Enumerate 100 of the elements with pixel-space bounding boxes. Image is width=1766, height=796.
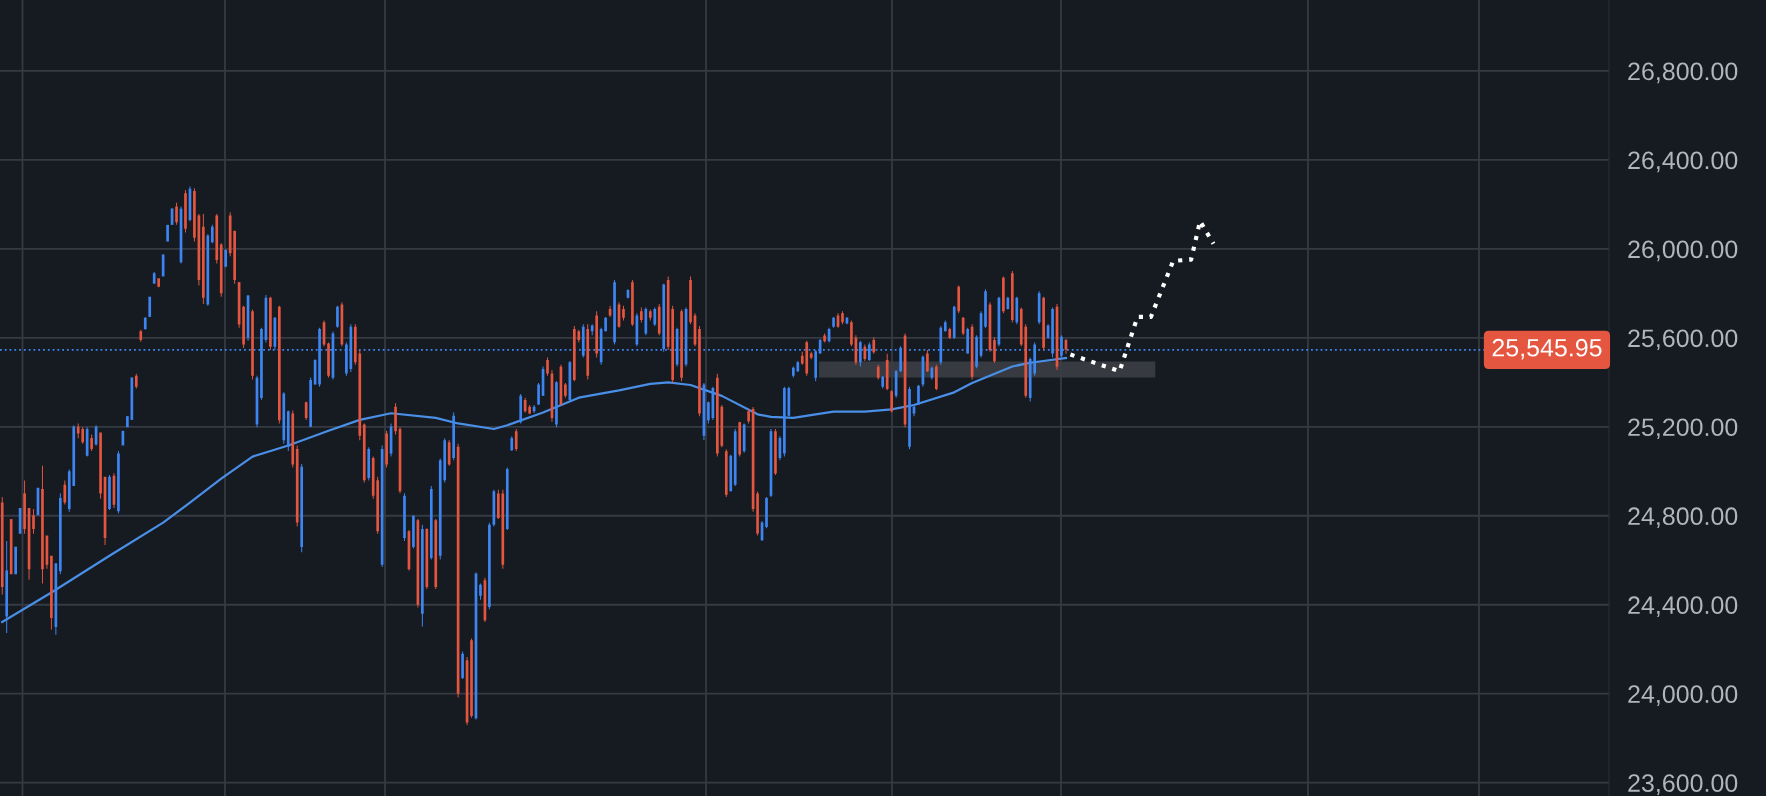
candlestick (421, 524, 424, 627)
candlestick (747, 408, 750, 424)
candlestick (501, 489, 505, 569)
candlestick (117, 451, 120, 514)
candlestick (286, 410, 290, 452)
candlestick (783, 386, 786, 457)
candlestick (572, 326, 576, 382)
candlestick (152, 272, 156, 284)
candlestick (657, 304, 661, 336)
candlestick (193, 188, 196, 242)
candlestick (1042, 296, 1045, 351)
candlestick (5, 541, 9, 633)
candlestick (756, 491, 759, 536)
candlestick (14, 546, 17, 575)
y-tick-label: 25,600.00 (1628, 329, 1738, 351)
candlestick (134, 373, 138, 389)
candlestick (291, 410, 295, 468)
candlestick (362, 423, 366, 483)
candlestick (32, 509, 35, 534)
candlestick (461, 651, 464, 680)
candlestick (447, 439, 451, 466)
candlestick (215, 213, 219, 264)
candlestick (926, 350, 929, 373)
candlestick (210, 224, 214, 244)
candlestick (1015, 296, 1019, 325)
candlestick (23, 480, 26, 534)
candlestick (202, 213, 205, 305)
candlestick (595, 311, 599, 358)
candlestick (881, 375, 885, 389)
candlestick (765, 497, 768, 529)
candlestick (622, 305, 625, 321)
candlestick (823, 333, 826, 343)
candlestick (126, 416, 129, 428)
candlestick (648, 309, 652, 321)
candlestick (796, 360, 800, 373)
candlestick (99, 432, 102, 499)
candlestick (412, 515, 415, 549)
candlestick (546, 357, 549, 376)
candlestick (564, 382, 567, 398)
y-tick-label: 23,600.00 (1628, 774, 1738, 795)
candlestick (224, 248, 228, 268)
candlestick (90, 434, 93, 452)
candlestick (586, 324, 590, 380)
candlestick (729, 454, 733, 492)
candlestick (738, 421, 742, 457)
candlestick (50, 555, 53, 630)
candlestick (631, 280, 634, 327)
candlestick (724, 449, 728, 498)
candlestick (63, 480, 67, 505)
candlestick (809, 351, 813, 360)
candlestick (0, 497, 4, 595)
candlestick (148, 296, 152, 317)
candlestick (523, 397, 527, 413)
candlestick (680, 309, 683, 382)
y-tick-label: 24,800.00 (1628, 507, 1738, 529)
candlestick (850, 320, 853, 347)
candlestick (890, 390, 893, 413)
candlestick (1002, 276, 1005, 314)
candlestick (805, 340, 809, 376)
candlestick (613, 280, 616, 345)
candlestick (300, 463, 304, 553)
candlestick (295, 445, 299, 527)
candlestick (139, 329, 143, 342)
candlestick (948, 327, 952, 339)
candlestick (885, 353, 889, 391)
candlestick (832, 316, 835, 328)
candlestick (184, 189, 187, 233)
candlestick (863, 344, 867, 361)
candlestick (282, 392, 286, 444)
candlestick (367, 447, 371, 481)
candlestick (640, 307, 643, 323)
candlestick (519, 394, 523, 424)
candlestick (984, 289, 987, 328)
candlestick (425, 528, 429, 589)
candlestick (9, 519, 13, 575)
candlestick (327, 342, 330, 378)
line-series (1, 356, 1068, 624)
candlestick (309, 377, 312, 428)
candlestick (505, 467, 509, 530)
candlestick (385, 430, 388, 468)
candlestick (876, 364, 880, 380)
candlestick (935, 364, 938, 391)
candlestick (689, 276, 692, 325)
candlestick (514, 429, 518, 452)
candlestick (219, 243, 223, 297)
candlestick (908, 386, 911, 450)
y-tick-label: 26,000.00 (1628, 240, 1738, 262)
candlestick (108, 475, 111, 510)
candlestick (733, 429, 737, 486)
y-tick-label: 25,200.00 (1628, 418, 1738, 440)
candlestick (716, 373, 719, 457)
candlestick (698, 326, 701, 417)
candlestick (510, 436, 514, 452)
candlestick (434, 519, 438, 589)
candlestick (488, 522, 491, 610)
candlestick (975, 335, 978, 369)
y-tick-label: 24,000.00 (1628, 685, 1738, 706)
candlestick (961, 316, 965, 336)
candlestick (251, 309, 254, 380)
candlestick (278, 305, 281, 424)
